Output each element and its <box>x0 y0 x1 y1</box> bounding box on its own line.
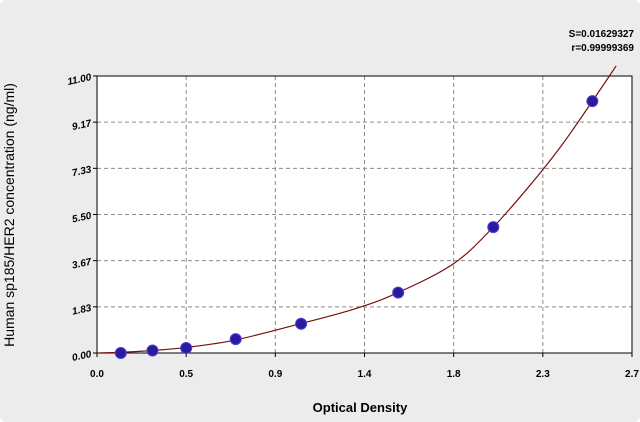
y-tick-label: 0.00 <box>71 349 93 364</box>
stat-s: S=0.01629327 <box>569 29 635 40</box>
data-point <box>295 317 308 330</box>
data-point <box>487 221 500 234</box>
y-tick-label: 1.83 <box>71 303 93 318</box>
tick-labels: 0.0 0.5 0.9 1.4 1.8 2.3 2.7 0.00 1.83 3.67 5.50 7.3… <box>66 72 639 380</box>
x-tick-label: 0.0 <box>90 369 104 380</box>
x-tick-label: 2.7 <box>625 369 639 380</box>
y-tick-label: 9.17 <box>71 118 93 133</box>
y-tick-label: 7.33 <box>71 164 93 179</box>
x-tick-label: 0.5 <box>179 369 193 380</box>
y-tick-label: 11.00 <box>66 72 92 88</box>
x-tick-label: 0.9 <box>268 369 282 380</box>
x-tick-label: 1.4 <box>358 369 372 380</box>
data-points <box>114 95 599 359</box>
x-tick-label: 2.3 <box>536 369 550 380</box>
data-point <box>114 347 127 359</box>
y-tick-label: 5.50 <box>71 210 93 225</box>
stat-r: r=0.99999369 <box>571 43 634 54</box>
y-axis-title: Human sp185/HER2 concentration (ng/ml) <box>1 83 17 347</box>
data-point <box>229 333 242 346</box>
data-point <box>586 95 599 108</box>
x-tick-label: 1.8 <box>447 369 461 380</box>
x-axis-title: Optical Density <box>313 400 408 415</box>
y-tick-label: 3.67 <box>71 257 93 272</box>
data-point <box>146 344 159 357</box>
grid <box>97 76 632 353</box>
data-point <box>180 341 193 354</box>
data-point <box>392 286 405 299</box>
